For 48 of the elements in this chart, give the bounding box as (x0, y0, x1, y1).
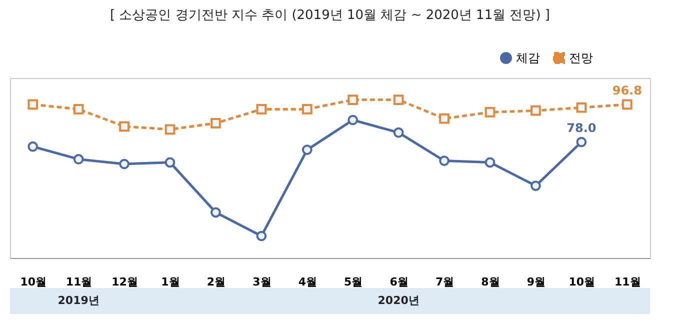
point (256, 230, 267, 242)
point (210, 118, 221, 128)
point (164, 157, 176, 168)
point (119, 158, 130, 170)
x-tick-label: 9월 (526, 276, 546, 288)
x-tick-label: 10월 (20, 276, 47, 288)
text: 2019년 (58, 294, 100, 307)
point (28, 99, 38, 110)
point (484, 107, 496, 118)
x-tick-label: 1월 (161, 276, 180, 288)
x-tick-label: 2월 (206, 276, 226, 288)
x-tick-label: 3월 (252, 276, 272, 288)
x-tick-label: 4월 (298, 276, 317, 288)
point (484, 157, 496, 168)
point (348, 114, 358, 126)
x-tick-label: 5월 (344, 276, 363, 288)
point (302, 144, 312, 155)
point (28, 141, 38, 152)
x-tick-label: 12월 (112, 276, 138, 288)
text: 2020년 (378, 294, 420, 307)
point (73, 154, 84, 164)
point (348, 94, 358, 105)
x-tick-label: 6월 (390, 276, 408, 288)
x-tick-label: 11월 (614, 276, 641, 288)
point (622, 99, 632, 110)
chart-title: [ 소상공인 경기전반 지수 추이 (2019년 10월 체감 ~ 2020년 11월 전망) ] (110, 8, 550, 23)
legend-label: 체감 (516, 51, 540, 65)
point (119, 121, 130, 132)
legend-label: 전망 (569, 51, 593, 65)
point (576, 136, 587, 148)
point (302, 104, 312, 114)
point (210, 207, 221, 218)
point (164, 124, 176, 135)
point (576, 102, 587, 113)
point (73, 104, 84, 114)
point (393, 94, 404, 105)
point (393, 127, 404, 138)
point (439, 156, 450, 166)
point (439, 113, 450, 124)
point (530, 105, 541, 116)
x-tick-label: 10월 (568, 276, 596, 288)
data-label: 78.0 (566, 121, 596, 135)
x-tick-label: 11월 (66, 276, 92, 288)
point (530, 180, 541, 191)
data-label: 96.8 (612, 83, 642, 98)
x-tick-label: 8월 (481, 276, 500, 288)
x-tick-label: 7월 (435, 276, 454, 288)
point (256, 104, 267, 114)
